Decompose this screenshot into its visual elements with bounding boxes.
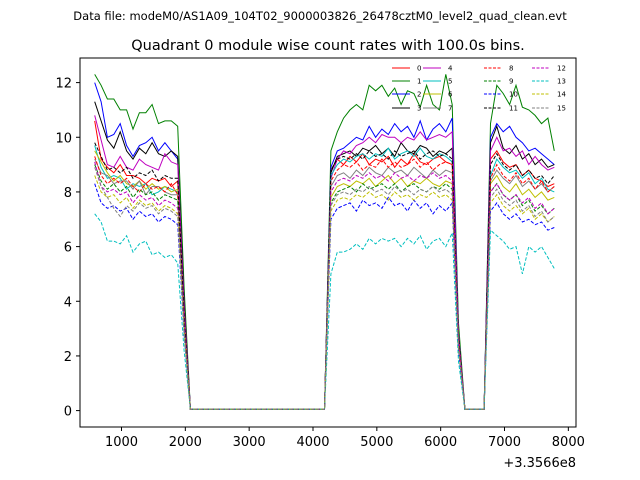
axes-frame bbox=[79, 57, 577, 428]
legend-label-10: 10 bbox=[509, 91, 518, 99]
legend-label-15: 15 bbox=[557, 105, 566, 113]
chart-suptitle: Data file: modeM0/AS1A09_104T02_90000038… bbox=[73, 9, 567, 23]
x-axis: 1000 2000 3000 4000 5000 6000 7000 8000 bbox=[105, 427, 585, 450]
x-tick-label: 1000 bbox=[105, 435, 138, 450]
x-tick-label: 3000 bbox=[233, 435, 266, 450]
y-tick-label: 12 bbox=[55, 77, 72, 92]
x-tick-label: 5000 bbox=[360, 435, 393, 450]
chart-title: Quadrant 0 module wise count rates with … bbox=[131, 38, 525, 54]
y-tick-label: 2 bbox=[64, 350, 72, 365]
series-line-6 bbox=[94, 150, 555, 410]
legend-label-5: 5 bbox=[448, 78, 452, 86]
y-tick-label: 6 bbox=[64, 241, 72, 256]
series-line-11 bbox=[94, 142, 555, 410]
y-tick-label: 8 bbox=[64, 186, 72, 201]
series-line-0 bbox=[94, 120, 555, 410]
x-tick-label: 6000 bbox=[424, 435, 457, 450]
series-line-7 bbox=[94, 158, 555, 410]
y-tick-label: 4 bbox=[64, 295, 72, 310]
legend-label-13: 13 bbox=[557, 78, 566, 86]
x-offset-label: +3.3566e8 bbox=[503, 456, 576, 471]
series-line-10 bbox=[94, 183, 555, 410]
legend-label-0: 0 bbox=[417, 65, 421, 73]
legend-label-2: 2 bbox=[417, 91, 421, 99]
plot-area bbox=[94, 74, 555, 410]
legend-label-12: 12 bbox=[557, 65, 566, 73]
series-line-4 bbox=[94, 115, 555, 410]
series-line-13 bbox=[94, 213, 555, 410]
x-tick-label: 4000 bbox=[296, 435, 329, 450]
legend-label-1: 1 bbox=[417, 78, 421, 86]
legend-label-4: 4 bbox=[448, 65, 453, 73]
series-line-15 bbox=[94, 167, 555, 410]
series-line-14 bbox=[94, 175, 555, 410]
legend-label-9: 9 bbox=[509, 78, 513, 86]
y-tick-label: 10 bbox=[55, 131, 72, 146]
x-tick-label: 2000 bbox=[169, 435, 202, 450]
y-axis: 0 2 4 6 8 10 12 bbox=[55, 77, 80, 420]
legend-label-6: 6 bbox=[448, 91, 453, 99]
legend-label-3: 3 bbox=[417, 105, 421, 113]
series-line-2 bbox=[94, 82, 555, 410]
x-tick-label: 7000 bbox=[488, 435, 521, 450]
legend-label-8: 8 bbox=[509, 65, 513, 73]
series-line-8 bbox=[94, 156, 555, 410]
legend-label-7: 7 bbox=[448, 105, 452, 113]
series-line-1 bbox=[94, 74, 555, 410]
legend-label-14: 14 bbox=[557, 91, 566, 99]
y-tick-label: 0 bbox=[64, 405, 72, 420]
x-tick-label: 8000 bbox=[552, 435, 585, 450]
legend-label-11: 11 bbox=[509, 105, 518, 113]
series-line-12 bbox=[94, 161, 555, 410]
